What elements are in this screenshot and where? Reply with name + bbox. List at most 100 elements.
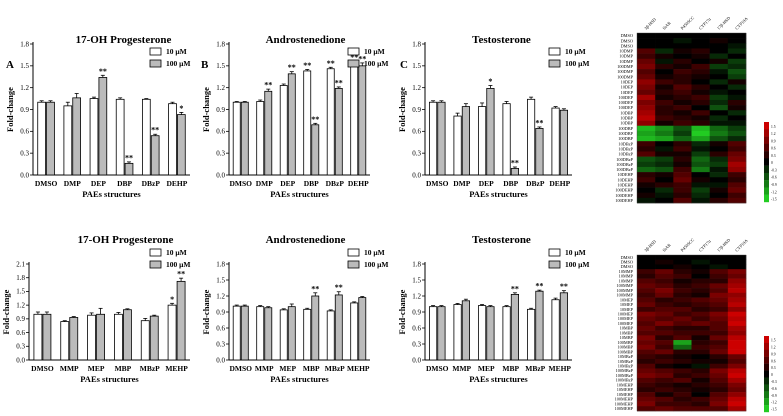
heatmap-cell: [727, 94, 747, 101]
heatmap-cell: [691, 264, 710, 270]
heatmap-cell: [709, 302, 729, 308]
y-tick-label: 0.6: [412, 324, 421, 332]
y-tick-label: 0.3: [20, 149, 29, 157]
heatmap-cell: [637, 354, 656, 360]
bar: [437, 306, 446, 361]
heatmap-cell: [691, 316, 710, 322]
heatmap-cell: [709, 278, 729, 284]
heatmap-cell: [637, 172, 656, 178]
heatmap-cell: [655, 273, 674, 279]
heatmap-cell: [691, 161, 710, 168]
heatmap-cell: [691, 74, 710, 80]
heatmap-row-label: 10MEHP: [617, 382, 634, 387]
heatmap-cell: [727, 105, 747, 111]
heatmap-cell: [655, 58, 674, 65]
y-tick-label: 1.2: [412, 292, 421, 300]
heatmap-cell: [673, 354, 692, 360]
significance-mark: **: [177, 270, 185, 279]
heatmap-cell: [727, 302, 747, 308]
heatmap-cell: [673, 146, 692, 152]
heatmap-cell: [637, 99, 656, 106]
y-tick-label: 1.5: [412, 276, 421, 284]
heatmap-cell: [709, 344, 729, 350]
heatmap-cell: [637, 130, 656, 137]
heatmap-cell: [655, 321, 674, 327]
heatmap-cell: [673, 259, 692, 265]
heatmap-cell: [691, 373, 710, 379]
bar: [551, 299, 560, 361]
colorbar-label: -1.2: [771, 401, 777, 405]
heatmap-cell: [709, 192, 729, 199]
x-axis-label: PAEs structures: [270, 374, 329, 384]
heatmap-cell: [709, 335, 729, 341]
x-tick-label: MEHP: [347, 364, 370, 373]
heatmap-cell: [637, 283, 656, 289]
heatmap-cell: [727, 321, 747, 327]
heatmap-row-label: 100MEHP: [615, 397, 634, 402]
heatmap-cell: [691, 177, 710, 183]
heatmap-cell: [655, 110, 674, 116]
bar: [551, 107, 560, 176]
heatmap-row-label: 100DBP: [618, 136, 633, 141]
colorbar-label: 1.5: [771, 339, 776, 343]
heatmap-cell: [727, 182, 747, 188]
colorbar-label: 0.3: [771, 366, 776, 370]
heatmap-column-label: P450SCC: [680, 15, 696, 31]
bar: [334, 294, 343, 361]
heatmap-cell: [691, 79, 710, 85]
colorbar-segment: [764, 336, 769, 344]
heatmap-cell: [637, 344, 656, 350]
heatmap-cell: [673, 99, 692, 106]
bar-panel-6: Testosterone 0.0 0.3 0.6 0.9 1.2 1.5 1.8 Fold-ch…: [397, 234, 589, 384]
x-tick-label: MEHP: [165, 364, 188, 373]
heatmap-row-label: 10DEP: [621, 85, 634, 90]
legend-swatch: [548, 59, 561, 68]
heatmap-cell: [691, 387, 710, 393]
heatmap-cell: [691, 359, 710, 365]
heatmap-row-label: 10MEP: [620, 302, 634, 307]
heatmap-cell: [673, 283, 692, 289]
heatmap-cell: [655, 278, 674, 284]
significance-mark: *: [488, 77, 492, 86]
heatmap-row-label: 10DEHP: [617, 183, 633, 188]
colorbar-label: 1.5: [771, 125, 776, 129]
heatmap-cell: [637, 330, 656, 336]
bar: [232, 101, 241, 176]
heatmap-cell: [673, 363, 692, 369]
heatmap-cell: [691, 382, 710, 388]
heatmap-cell: [709, 69, 729, 75]
heatmap-cell: [655, 197, 674, 204]
bar-panel-5: Androstenedione 0.0 0.3 0.6 0.9 1.2 1.5 1.8 Fold…: [201, 234, 388, 384]
heatmap-cell: [691, 255, 710, 261]
heatmap-cell: [655, 177, 674, 183]
heatmap-row-label: 10MMP: [619, 269, 634, 274]
heatmap-cell: [655, 382, 674, 388]
x-tick-label: MBP: [502, 364, 519, 373]
heatmap-cell: [673, 292, 692, 298]
bar: [358, 297, 367, 361]
x-tick-label: DBP: [117, 179, 132, 188]
heatmap-cell: [727, 136, 747, 142]
heatmap-cell: [673, 161, 692, 168]
heatmap-column-label: StAR: [661, 242, 671, 252]
heatmap-cell: [673, 344, 692, 350]
heatmap-cell: [727, 197, 747, 204]
y-tick-label: 1.2: [216, 292, 225, 300]
heatmap-cell: [709, 48, 729, 54]
heatmap-row-label: 100DMP: [617, 69, 633, 74]
panel-title: 17-OH Progesterone: [76, 34, 172, 46]
heatmap-cell: [727, 359, 747, 365]
heatmap-column-label: 3β-HSD: [643, 239, 657, 253]
colorbar-label: 0.3: [771, 154, 776, 158]
heatmap-cell: [691, 335, 710, 341]
heatmap-cell: [637, 33, 656, 39]
heatmap-row-label: 100MEP: [618, 316, 634, 321]
bar: [177, 114, 186, 176]
heatmap-cell: [655, 363, 674, 369]
heatmap-cell: [727, 373, 747, 379]
y-axis-label: Fold-change: [397, 289, 407, 334]
heatmap-cell: [727, 79, 747, 85]
significance-mark: *: [179, 104, 183, 113]
panel-title: Testosterone: [472, 34, 531, 46]
bar: [486, 306, 495, 361]
